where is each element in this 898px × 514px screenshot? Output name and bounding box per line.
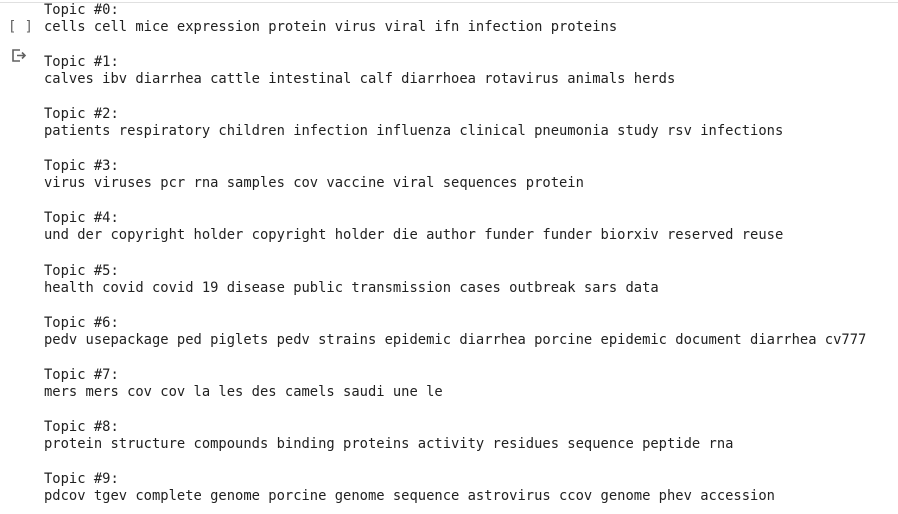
topic-label: Topic #3: bbox=[44, 158, 119, 175]
topic-label: Topic #5: bbox=[44, 262, 119, 279]
topic-label: Topic #7: bbox=[44, 366, 119, 383]
topic-label: Topic #4: bbox=[44, 210, 119, 227]
topic-words: virus viruses pcr rna samples cov vaccin… bbox=[44, 175, 584, 192]
topic-words: health covid covid 19 disease public tra… bbox=[44, 279, 659, 296]
cell-run-bracket[interactable]: [ ] bbox=[8, 19, 33, 35]
topic-label: Topic #2: bbox=[44, 105, 119, 122]
topic-words: mers mers cov cov la les des camels saud… bbox=[44, 383, 443, 400]
topic-label: Topic #9: bbox=[44, 471, 119, 488]
topic-words: cells cell mice expression protein virus… bbox=[44, 18, 618, 35]
topic-words: pedv usepackage ped piglets pedv strains… bbox=[44, 331, 867, 348]
cell-border bbox=[0, 0, 898, 3]
output-icon[interactable] bbox=[11, 48, 27, 64]
topic-label: Topic #6: bbox=[44, 314, 119, 331]
topic-label: Topic #1: bbox=[44, 53, 119, 70]
topic-words: patients respiratory children infection … bbox=[44, 122, 784, 139]
topic-words: calves ibv diarrhea cattle intestinal ca… bbox=[44, 70, 676, 87]
topic-words: protein structure compounds binding prot… bbox=[44, 436, 734, 453]
topic-label: Topic #0: bbox=[44, 1, 119, 18]
topic-words: pdcov tgev complete genome porcine genom… bbox=[44, 488, 775, 505]
topic-label: Topic #8: bbox=[44, 419, 119, 436]
topic-words: und der copyright holder copyright holde… bbox=[44, 227, 784, 244]
